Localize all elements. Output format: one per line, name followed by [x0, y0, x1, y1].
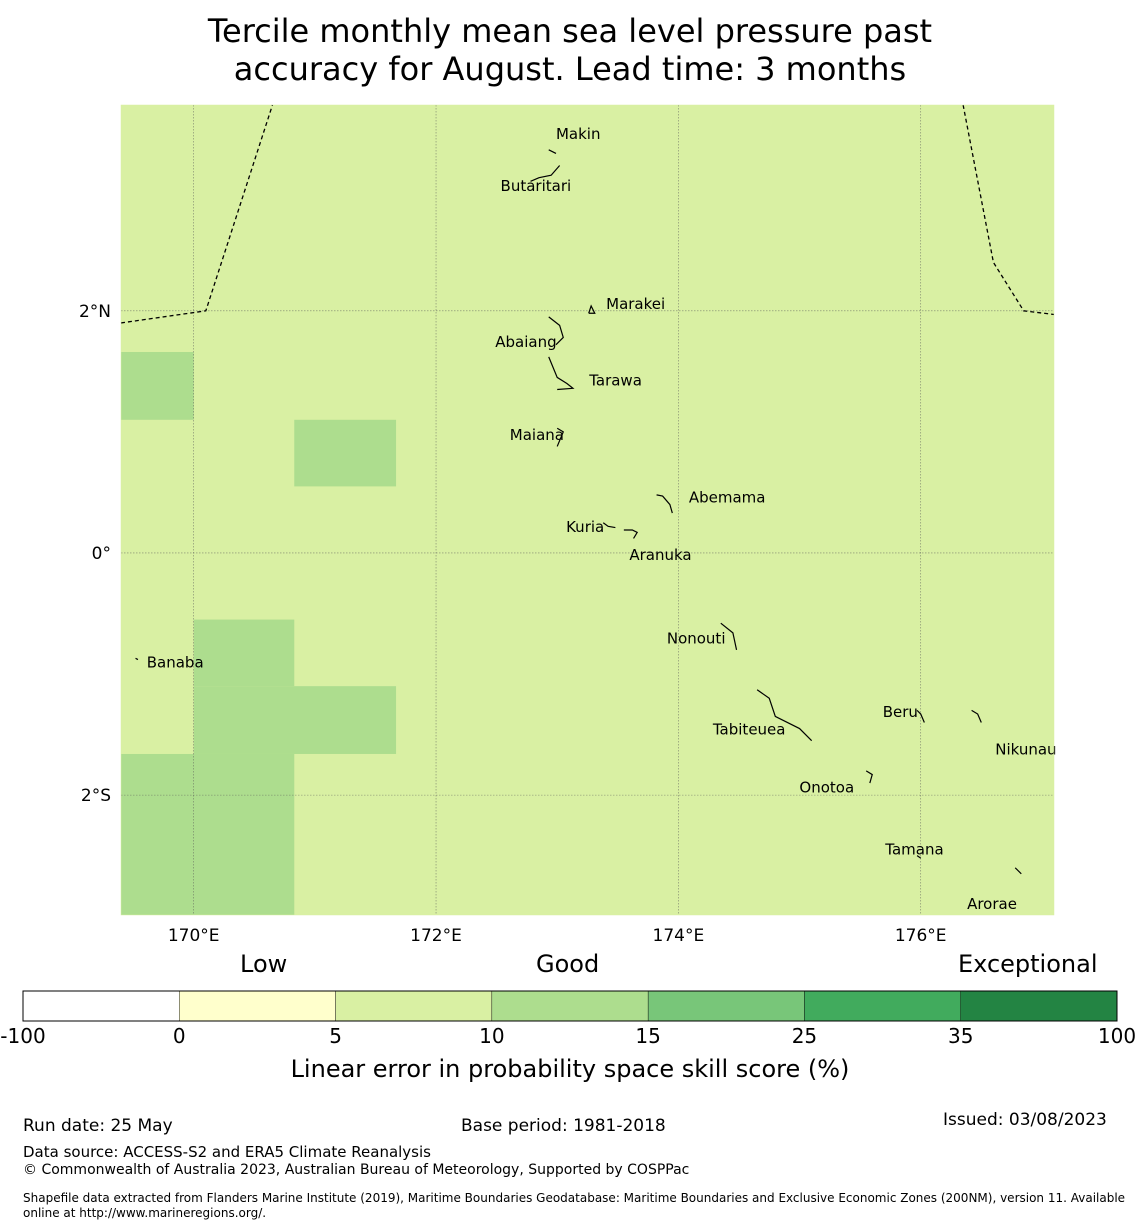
map-title: Tercile monthly mean sea level pressure …	[0, 12, 1140, 88]
island-tabiteuea	[756, 689, 813, 742]
lat-tick-label: 0°	[92, 544, 111, 564]
lat-tick-label: 2°S	[81, 786, 111, 806]
island-arorae	[1014, 867, 1022, 875]
colorbar-frame	[22, 990, 1118, 1022]
island-maiana	[556, 427, 565, 447]
island-nonouti	[720, 622, 738, 650]
island-label-marakei: Marakei	[606, 295, 665, 313]
data-source: Data source: ACCESS-S2 and ERA5 Climate …	[23, 1143, 431, 1161]
island-tamana	[916, 855, 922, 859]
eez-boundary-0	[120, 104, 274, 324]
skill-cell-0	[121, 351, 194, 420]
run-date: Run date: 25 May	[23, 1116, 173, 1136]
island-marakei	[588, 304, 596, 314]
lon-tick-label: 176°E	[895, 926, 947, 945]
island-beru	[916, 709, 925, 723]
island-onotoa	[865, 770, 873, 784]
base-period: Base period: 1981-2018	[461, 1116, 666, 1136]
skill-cell-1	[294, 419, 397, 487]
map-frame	[120, 104, 1055, 916]
colorbar-bin-2	[335, 990, 493, 1022]
lon-tick-label: 174°E	[653, 926, 705, 945]
colorbar-tick-label: 25	[792, 1024, 817, 1048]
colorbar-label: Linear error in probability space skill …	[290, 1055, 850, 1083]
colorbar-category-exceptional: Exceptional	[958, 950, 1098, 978]
island-label-arorae: Arorae	[967, 895, 1017, 913]
island-aranuka	[623, 529, 639, 539]
skill-cell-4	[121, 753, 295, 915]
lon-tick-label: 172°E	[410, 926, 462, 945]
island-label-banaba: Banaba	[147, 653, 204, 671]
shapefile-credit-line-1: Shapefile data extracted from Flanders M…	[23, 1191, 1126, 1205]
island-makin	[548, 149, 557, 154]
island-label-beru: Beru	[883, 703, 918, 721]
issued-date: Issued: 03/08/2023	[943, 1110, 1107, 1130]
island-label-aranuka: Aranuka	[629, 546, 691, 564]
island-label-tarawa: Tarawa	[588, 371, 642, 389]
colorbar-tick-label: 0	[173, 1024, 186, 1048]
island-nikunau	[971, 709, 982, 723]
colorbar-bin-6	[960, 990, 1118, 1022]
shapefile-credit-line-2: online at http://www.marineregions.org/.	[23, 1206, 267, 1220]
colorbar-tick-label: 5	[329, 1024, 342, 1048]
colorbar-bin-3	[491, 990, 649, 1022]
island-label-tabiteuea: Tabiteuea	[712, 720, 786, 738]
island-label-abaiang: Abaiang	[495, 333, 556, 351]
colorbar-bin-0	[22, 990, 180, 1022]
colorbar-tick-label: 10	[479, 1024, 504, 1048]
eez-boundary-1	[962, 104, 1055, 316]
island-label-butaritari: Butaritari	[501, 177, 572, 195]
colorbar-tick-label: 35	[948, 1024, 973, 1048]
colorbar-category-good: Good	[536, 950, 600, 978]
colorbar-bin-4	[647, 990, 805, 1022]
island-label-makin: Makin	[556, 125, 601, 143]
island-tarawa	[548, 356, 575, 391]
island-label-nonouti: Nonouti	[667, 630, 726, 648]
colorbar-category-low: Low	[240, 950, 288, 978]
colorbar-bin-5	[804, 990, 961, 1022]
island-abemama	[656, 494, 673, 514]
map-figure: 170°E 172°E 174°E 176°E 2°N 0° 2°S Makin Butarit…	[79, 104, 1057, 945]
island-butaritari	[530, 165, 561, 182]
copyright: © Commonwealth of Australia 2023, Austra…	[23, 1162, 690, 1178]
lat-tick-label: 2°N	[79, 302, 111, 322]
island-label-nikunau: Nikunau	[995, 740, 1056, 758]
island-label-abemama: Abemama	[689, 488, 766, 506]
island-abaiang	[548, 316, 564, 346]
island-banaba	[135, 657, 139, 661]
colorbar-tick-label: 100	[1098, 1024, 1136, 1048]
skill-cell-3	[193, 686, 397, 754]
island-label-tamana: Tamana	[884, 841, 943, 859]
lon-tick-label: 170°E	[168, 926, 220, 945]
colorbar-tick-label: 15	[635, 1024, 660, 1048]
colorbar-bin-1	[179, 990, 336, 1022]
island-label-maiana: Maiana	[510, 426, 564, 444]
skill-cell-2	[193, 619, 295, 687]
island-label-onotoa: Onotoa	[799, 779, 854, 797]
island-kuria	[602, 522, 616, 529]
colorbar-tick-label: -100	[0, 1024, 45, 1048]
map-title-line-2: accuracy for August. Lead time: 3 months	[233, 50, 907, 88]
island-label-kuria: Kuria	[566, 518, 604, 536]
shapefile-credit: Shapefile data extracted from Flanders M…	[23, 1191, 1140, 1221]
map-title-line-1: Tercile monthly mean sea level pressure …	[207, 12, 933, 50]
